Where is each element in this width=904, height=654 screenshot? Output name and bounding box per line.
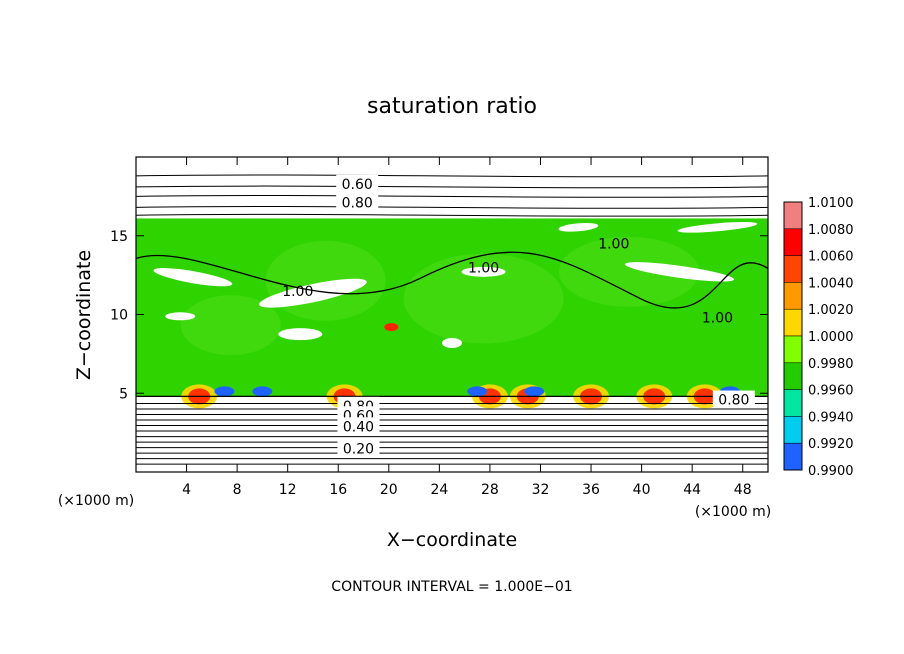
dry-pocket (442, 338, 462, 349)
x-tick-label: 48 (734, 482, 752, 498)
x-tick-label: 4 (182, 482, 191, 498)
contour-label: 1.00 (598, 237, 629, 253)
dry-pocket (461, 266, 506, 277)
x-tick-label: 8 (233, 482, 242, 498)
y-tick-label: 5 (119, 386, 128, 402)
colorbar: 1.0100 1.0080 1.0060 1.0040 1.0020 1.0000 0.99… (783, 196, 854, 479)
colorbar-label: 1.0020 (808, 303, 854, 318)
light-green-patch (180, 295, 281, 356)
colorbar-segment (783, 228, 803, 256)
contour-label-bg (336, 174, 379, 191)
contour-label: 1.00 (468, 260, 499, 276)
colorbar-label: 0.9900 (808, 464, 854, 479)
contour-line (136, 195, 768, 198)
contour-label: 0.20 (343, 441, 374, 457)
dry-pocket (558, 222, 599, 232)
subsaturation-spot (214, 386, 235, 397)
contour-line (136, 185, 768, 189)
colorbar-label: 1.0080 (808, 223, 854, 238)
x-tick-label: 40 (633, 482, 651, 498)
x-tick-label: 44 (683, 482, 701, 498)
contour-interval-footer: CONTOUR INTERVAL = 1.000E−01 (331, 579, 572, 595)
contour-label: 0.60 (342, 177, 373, 193)
y-tick-label: 15 (110, 229, 128, 245)
colorbar-segment (783, 416, 803, 444)
x-tick-label: 20 (380, 482, 398, 498)
colorbar-label: 1.0040 (808, 276, 854, 291)
dry-pocket (625, 262, 734, 282)
colorbar-segment (783, 255, 803, 283)
colorbar-segment (783, 308, 803, 337)
contour-label: 1.00 (282, 284, 313, 300)
chart-title: saturation ratio (367, 94, 537, 119)
x-tick-label: 24 (430, 482, 448, 498)
colorbar-label: 1.0000 (808, 330, 854, 345)
light-green-patch (403, 253, 564, 344)
colorbar-segment (783, 201, 803, 230)
light-green-patch (265, 240, 386, 321)
colorbar-segment (783, 389, 803, 417)
y-tick-label: 10 (110, 308, 128, 324)
contour-label-bg (337, 417, 380, 434)
contour-line (136, 174, 768, 178)
x-tick-label: 16 (329, 482, 347, 498)
dry-pocket (153, 268, 233, 287)
x-tick-label: 28 (481, 482, 499, 498)
colorbar-segment (783, 335, 803, 364)
colorbar-label: 1.0060 (808, 250, 854, 265)
y-unit-label: (×1000 m) (58, 493, 134, 509)
light-green-patch (558, 236, 699, 307)
subsaturation-spot (252, 386, 273, 397)
colorbar-segment (783, 282, 803, 310)
subsaturation-spot (524, 386, 545, 397)
contour-line (136, 206, 768, 209)
colorbar-label: 0.9980 (808, 357, 854, 372)
colorbar-label: 0.9920 (808, 437, 854, 452)
y-axis: 5 10 15 (110, 229, 768, 402)
saturated-region (136, 218, 768, 397)
x-tick-label: 32 (532, 482, 550, 498)
colorbar-label: 0.9940 (808, 410, 854, 425)
x-tick-label: 36 (582, 482, 600, 498)
supersaturation-core (384, 323, 399, 332)
contour-line (136, 251, 768, 309)
field-layer: 0.600.801.001.001.001.000.800.600.400.20… (136, 174, 768, 465)
colorbar-frame (783, 201, 803, 471)
dry-pocket (165, 312, 196, 321)
colorbar-label: 1.0100 (808, 196, 854, 211)
contour-label: 0.80 (718, 393, 749, 409)
dry-pocket (677, 222, 758, 233)
subsaturation-spot (467, 386, 488, 397)
x-axis-label: X−coordinate (387, 529, 517, 551)
x-axis: 4 8 12 16 20 24 28 32 36 40 44 48 (182, 157, 752, 498)
x-tick-label: 12 (279, 482, 297, 498)
x-unit-label: (×1000 m) (695, 504, 771, 520)
contour-label: 1.00 (702, 311, 733, 327)
contour-label: 0.80 (342, 196, 373, 212)
contour-label-bg (336, 193, 379, 210)
colorbar-segment (783, 362, 803, 390)
contour-label-bg (712, 390, 755, 407)
contour-line (136, 213, 768, 217)
colorbar-label: 0.9960 (808, 384, 854, 399)
contour-label-bg (337, 439, 380, 456)
plot-area: 0.600.801.001.001.001.000.800.600.400.20… (135, 156, 769, 473)
dry-pocket (259, 278, 367, 308)
dry-pocket (278, 328, 323, 341)
y-axis-label: Z−coordinate (73, 250, 95, 380)
colorbar-segment (783, 442, 803, 471)
contour-label: 0.40 (343, 419, 374, 435)
